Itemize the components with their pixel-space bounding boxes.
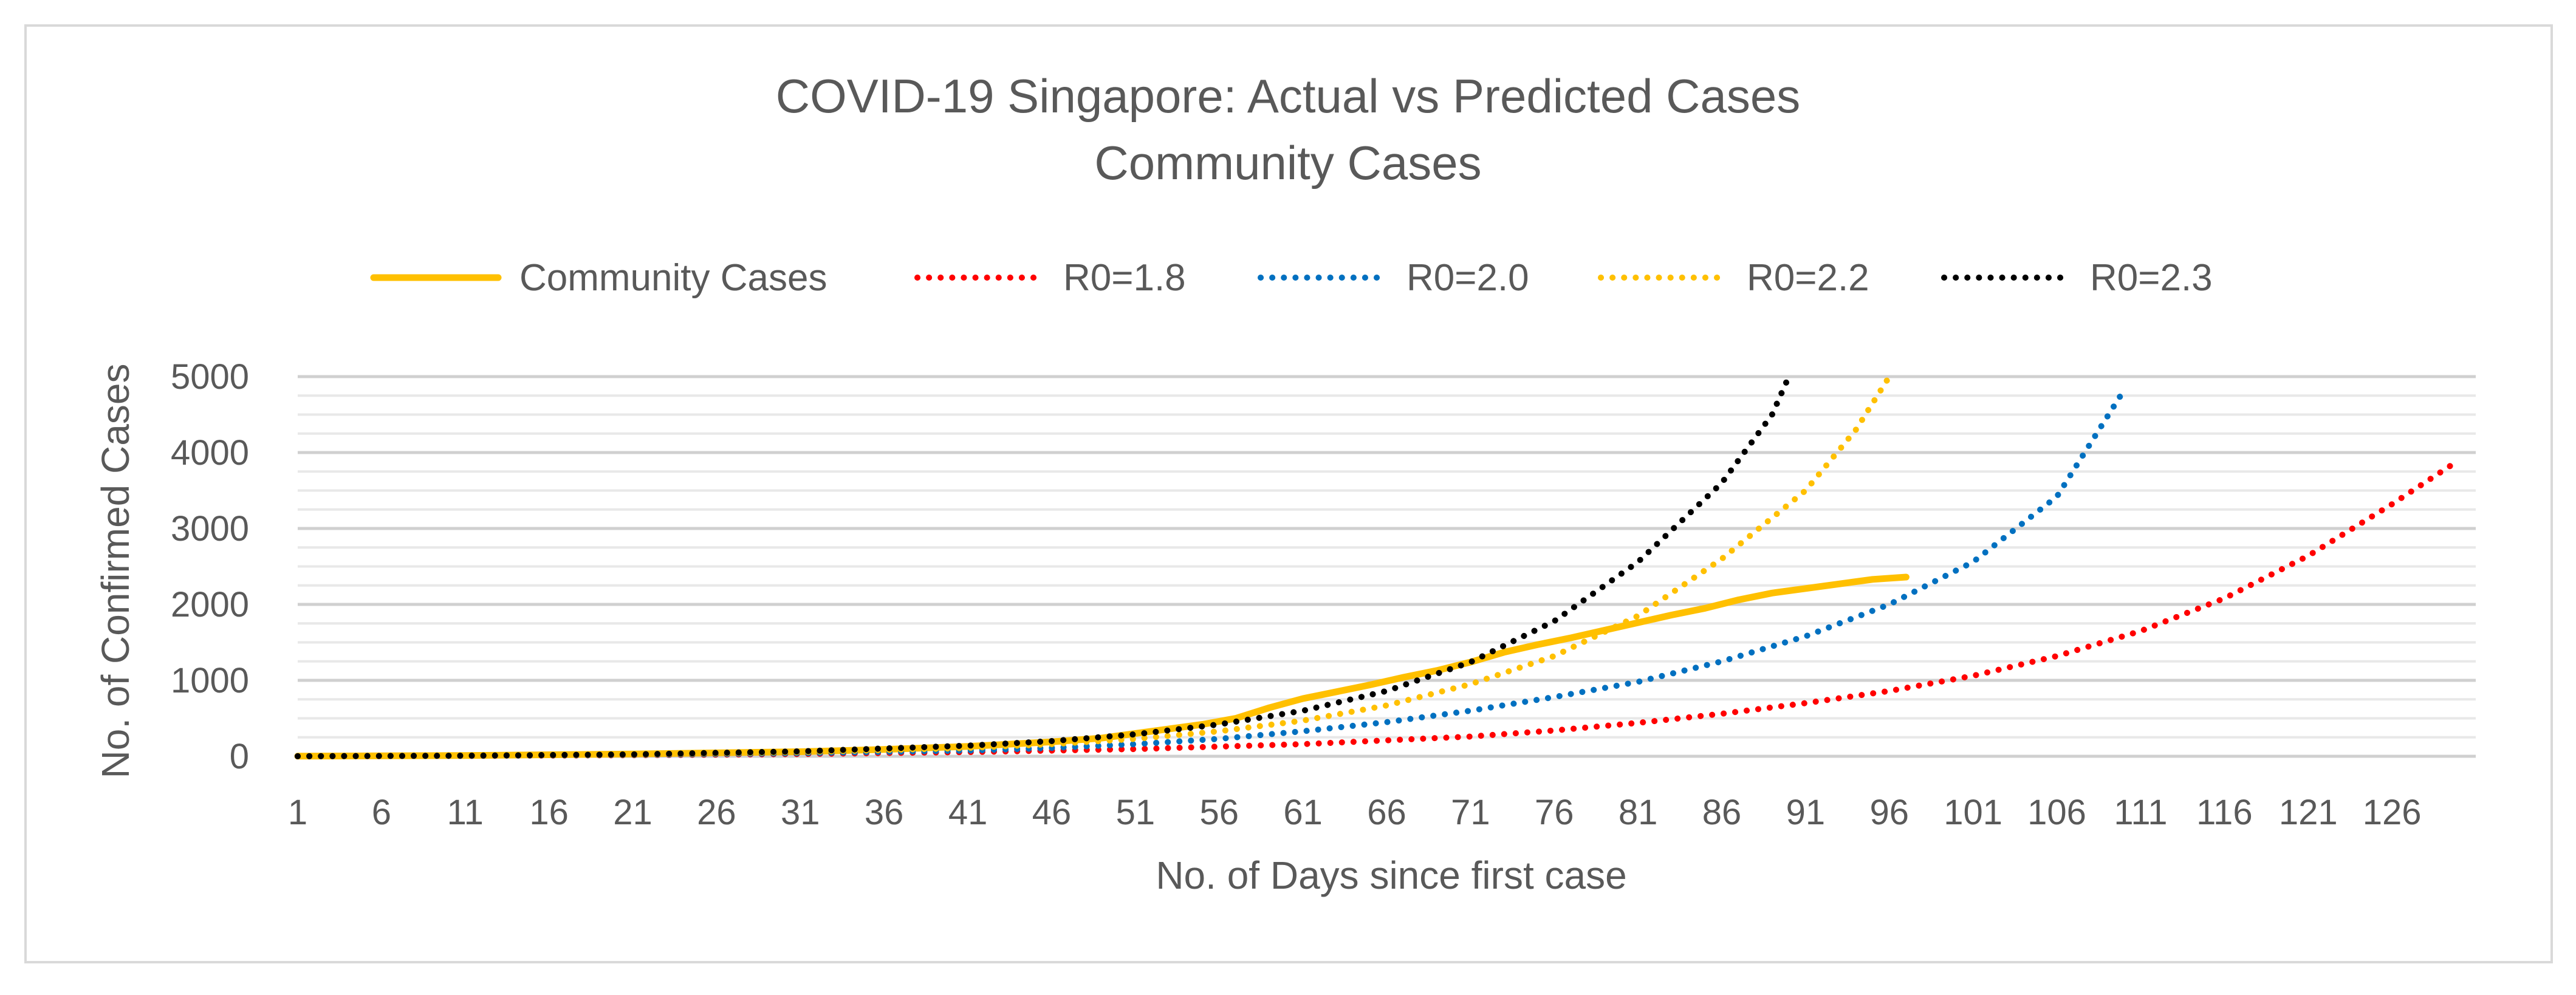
legend-label: R0=2.0 [1406, 257, 1529, 299]
x-tick-label: 106 [2027, 793, 2086, 832]
x-tick-label: 116 [2196, 793, 2252, 832]
chart-title: COVID-19 Singapore: Actual vs Predicted … [776, 69, 1800, 123]
x-tick-label: 31 [781, 793, 820, 832]
series-line-r0-2-3 [295, 374, 1792, 759]
gridlines [298, 375, 2476, 758]
x-tick-label: 86 [1702, 793, 1742, 832]
x-tick-label: 1 [288, 793, 307, 832]
x-tick-label: 111 [2114, 793, 2167, 832]
x-tick-label: 81 [1619, 793, 1658, 832]
x-tick-label: 6 [372, 793, 391, 832]
x-tick-label: 76 [1535, 793, 1574, 832]
series-line-r0-2-2 [295, 374, 1893, 759]
y-tick-label: 3000 [171, 509, 249, 549]
x-tick-label: 51 [1116, 793, 1156, 832]
x-tick-label: 46 [1032, 793, 1072, 832]
x-tick-label: 91 [1786, 793, 1826, 832]
x-tick-label: 126 [2363, 793, 2422, 832]
x-tick-label: 41 [948, 793, 988, 832]
x-tick-label: 36 [865, 793, 904, 832]
x-axis-ticks: 1 6 11 16 21 26 31 36 41 46 51 56 61 66 71 76 81 86 91 96 10… [288, 793, 2422, 832]
y-tick-label: 2000 [171, 585, 249, 624]
x-tick-label: 11 [447, 793, 484, 832]
legend-label: Community Cases [519, 257, 827, 299]
x-tick-label: 26 [697, 793, 736, 832]
x-axis-title: No. of Days since first case [1156, 853, 1626, 897]
legend-label: R0=1.8 [1063, 257, 1186, 299]
series-layer [294, 374, 2462, 760]
x-tick-label: 56 [1199, 793, 1239, 832]
chart-frame [24, 24, 2553, 963]
x-tick-label: 61 [1283, 793, 1323, 832]
series-line-r0-1-8 [295, 457, 2462, 759]
x-tick-label: 16 [529, 793, 569, 832]
legend: Community Cases R0=1.8 R0=2.0 R0=2.2 R0=2.3 [370, 257, 2213, 299]
x-tick-label: 21 [613, 793, 653, 832]
y-tick-label: 1000 [171, 661, 249, 700]
x-tick-label: 121 [2279, 793, 2338, 832]
x-tick-label: 101 [1944, 793, 2002, 832]
y-tick-label: 4000 [171, 433, 249, 473]
series-line-r0-2-0 [295, 387, 2127, 759]
y-axis-title: No. of Confirmed Cases [94, 364, 137, 779]
y-axis-ticks: 0 1000 2000 3000 4000 5000 [171, 357, 249, 776]
legend-label: R0=2.2 [1747, 257, 1869, 299]
chart-subtitle: Community Cases [1094, 136, 1481, 190]
y-tick-label: 0 [230, 737, 249, 776]
x-tick-label: 66 [1367, 793, 1406, 832]
x-tick-label: 71 [1451, 793, 1490, 832]
legend-label: R0=2.3 [2090, 257, 2213, 299]
x-tick-label: 96 [1870, 793, 1910, 832]
y-tick-label: 5000 [171, 357, 249, 397]
